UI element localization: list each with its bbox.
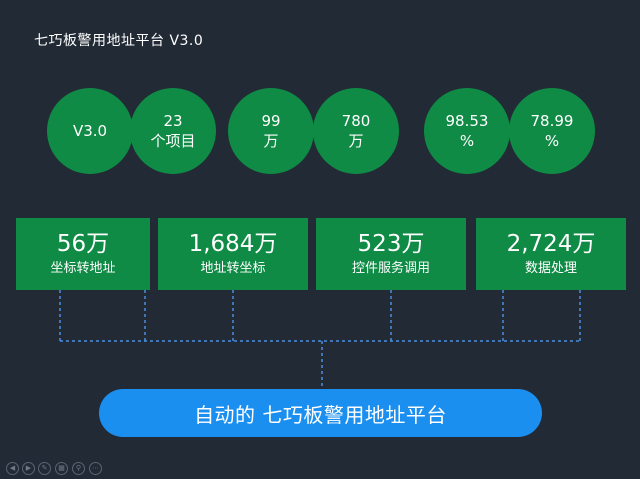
stat-circle-780: 780 万 [313, 88, 399, 174]
feature-label: 数据处理 [524, 261, 577, 276]
platform-banner: 自动的 七巧板警用地址平台 [99, 389, 542, 437]
stat-value: V3.0 [72, 122, 108, 140]
stat-circle-projects: 23 个项目 [130, 88, 216, 174]
stat-circle-78-99: 78.99 % [509, 88, 595, 174]
stat-circle-version: V3.0 [47, 88, 133, 174]
more-icon[interactable]: ⋯ [89, 462, 102, 475]
stat-value: 78.99 [530, 112, 574, 130]
stat-value: 780 [341, 112, 371, 130]
pen-icon[interactable]: ✎ [38, 462, 51, 475]
feature-value: 1,684万 [188, 231, 278, 257]
stat-value: 23 [163, 112, 183, 130]
next-slide-icon[interactable]: ▶ [22, 462, 35, 475]
feature-box-widget-service: 523万 控件服务调用 [316, 218, 466, 290]
prev-slide-icon[interactable]: ◀ [6, 462, 19, 475]
stat-unit: % [459, 132, 475, 150]
stat-unit: 万 [348, 132, 364, 150]
stat-unit: 万 [263, 132, 279, 150]
stat-circle-98-53: 98.53 % [424, 88, 510, 174]
feature-label: 坐标转地址 [50, 261, 116, 276]
feature-box-coord-to-address: 56万 坐标转地址 [16, 218, 150, 290]
slide-title: 七巧板警用地址平台 V3.0 [34, 33, 204, 49]
feature-label: 控件服务调用 [351, 261, 430, 276]
stat-unit: 个项目 [150, 132, 196, 150]
stat-value: 98.53 [445, 112, 489, 130]
feature-value: 56万 [56, 231, 110, 257]
stat-circle-99: 99 万 [228, 88, 314, 174]
feature-box-address-to-coord: 1,684万 地址转坐标 [158, 218, 308, 290]
slides-icon[interactable]: ▦ [55, 462, 68, 475]
stat-unit: % [544, 132, 560, 150]
feature-label: 地址转坐标 [200, 261, 266, 276]
feature-value: 523万 [357, 231, 425, 257]
feature-value: 2,724万 [506, 231, 596, 257]
zoom-icon[interactable]: ⚲ [72, 462, 85, 475]
stat-value: 99 [261, 112, 281, 130]
feature-box-data-processing: 2,724万 数据处理 [476, 218, 626, 290]
